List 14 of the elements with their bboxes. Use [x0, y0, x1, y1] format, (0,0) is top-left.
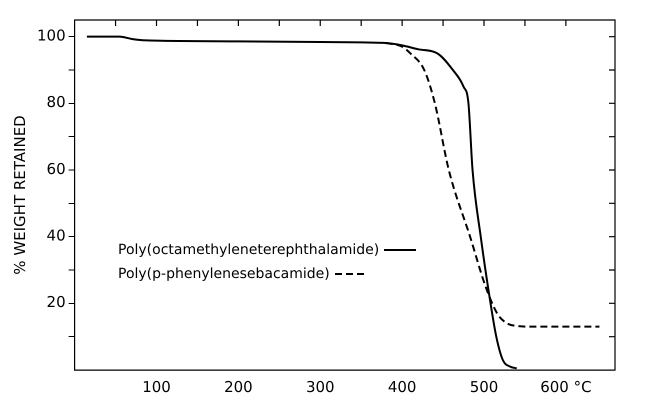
legend-label: Poly(p-phenylenesebacamide)	[118, 265, 330, 284]
legend-label: Poly(octamethyleneterephthalamide)	[118, 241, 380, 260]
x-tick-label: 300	[306, 378, 335, 396]
y-axis-title: % WEIGHT RETAINED	[10, 115, 29, 275]
x-tick-label: 100	[142, 378, 171, 396]
y-tick-label: 40	[46, 226, 66, 245]
y-tick-label: 100	[36, 26, 66, 45]
y-tick-label: 60	[46, 160, 66, 178]
x-tick-label: 200	[224, 378, 253, 396]
y-tick-label: 20	[46, 293, 66, 312]
y-tick-label: 80	[46, 93, 66, 112]
x-tick-label: 400	[388, 378, 416, 396]
x-tick-label: 500	[470, 378, 498, 396]
x-tick-label: 600 °C	[540, 378, 592, 396]
